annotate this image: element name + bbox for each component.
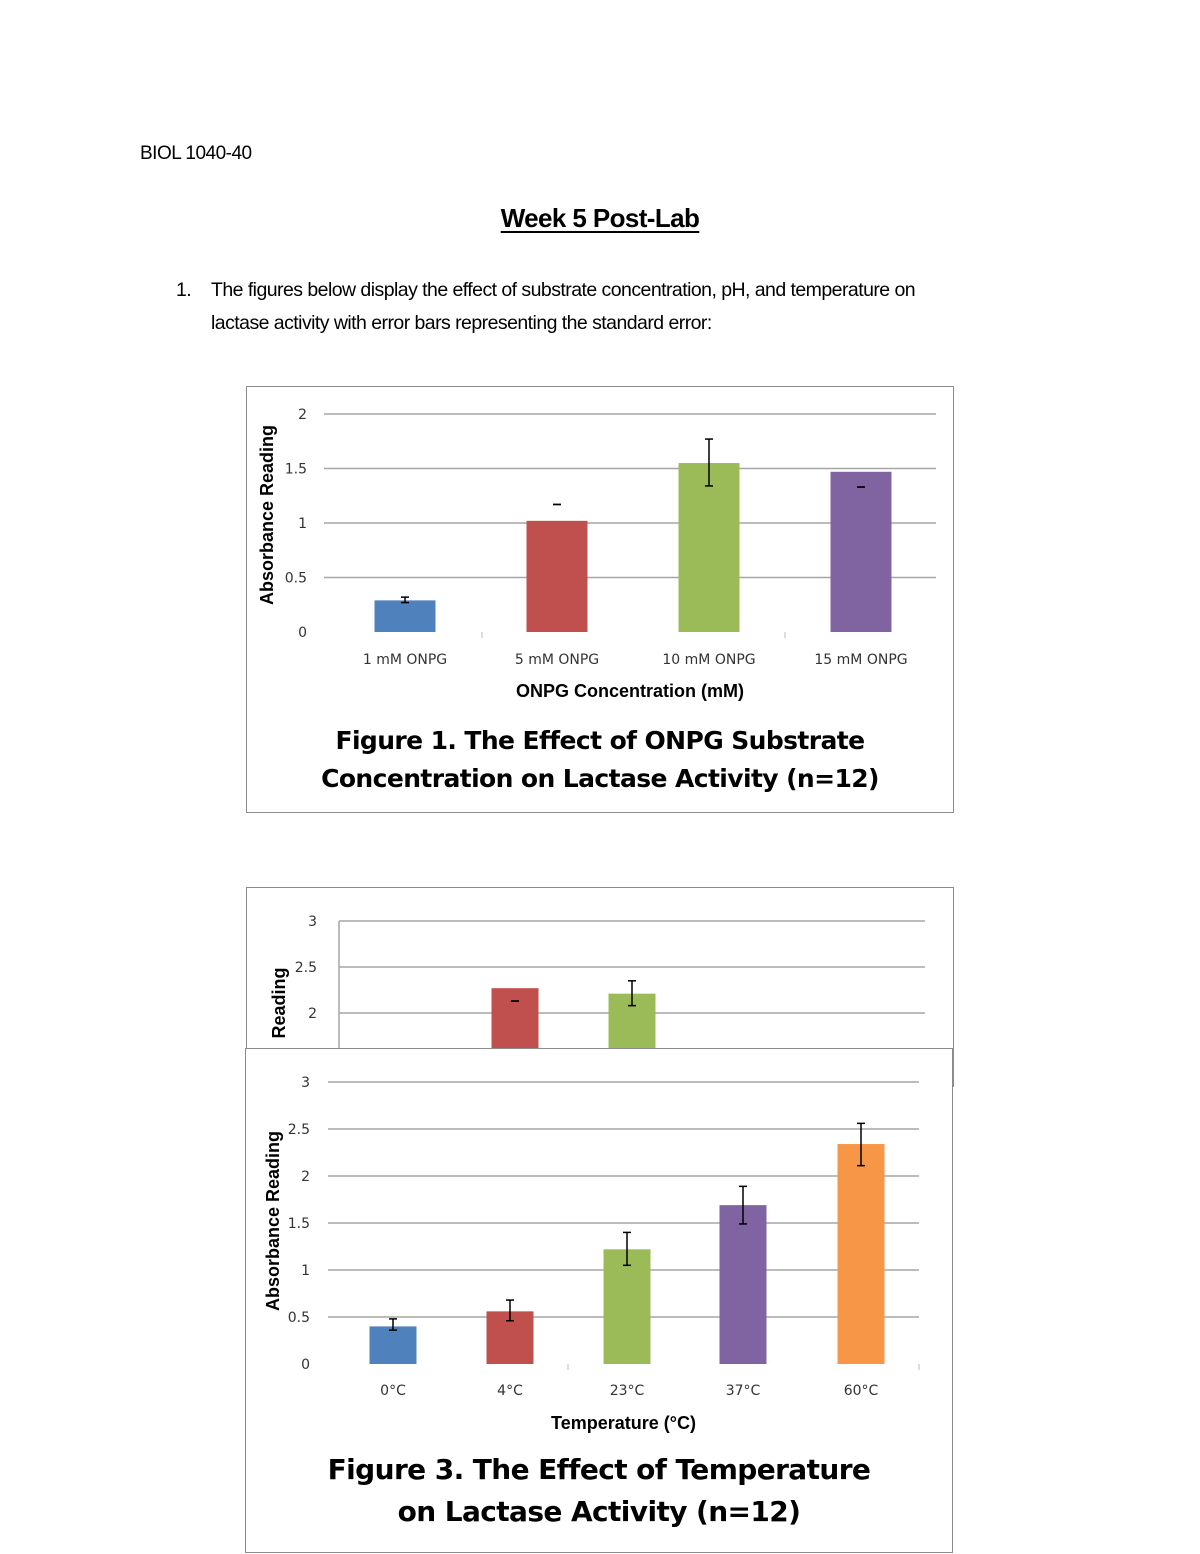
y-axis-title: Absorbance Reading	[263, 1131, 283, 1311]
y-tick-label: 2.5	[288, 1122, 310, 1138]
bar	[830, 471, 892, 632]
bar	[526, 520, 588, 632]
x-tick-label: 4°C	[497, 1383, 523, 1399]
x-axis-title: Temperature (°C)	[551, 1413, 696, 1433]
figure-3-caption-line1: Figure 3. The Effect of Temperature	[327, 1453, 871, 1486]
figure-3-caption-line2: on Lactase Activity (n=12)	[397, 1495, 801, 1528]
y-tick-label: 3	[308, 914, 317, 930]
figure-1-chart: 0 0.5 1 1.5 2 Absorbance Reading 1 mM ONPG 5 mM…	[246, 386, 954, 813]
y-tick-label: 2	[298, 407, 307, 423]
bar	[369, 1326, 417, 1364]
x-tick-label: 5 mM ONPG	[515, 652, 599, 668]
y-tick-label: 1	[298, 516, 307, 532]
y-tick-label: 2	[308, 1006, 317, 1022]
bar	[837, 1144, 885, 1364]
bar	[719, 1205, 767, 1364]
figure-1-caption-line2: Concentration on Lactase Activity (n=12)	[321, 764, 879, 793]
x-tick-label: 60°C	[844, 1383, 879, 1399]
y-tick-label: 3	[301, 1075, 310, 1091]
x-tick-label: 0°C	[380, 1383, 406, 1399]
figure-1-plot: 0 0.5 1 1.5 2 Absorbance Reading 1 mM ONPG 5 mM…	[257, 407, 936, 701]
y-tick-label: 0.5	[288, 1310, 310, 1326]
question-text-line1: The figures below display the effect of …	[211, 279, 916, 301]
x-axis-title: ONPG Concentration (mM)	[516, 681, 744, 701]
course-code: BIOL 1040-40	[140, 143, 252, 164]
x-tick-label: 15 mM ONPG	[814, 652, 907, 668]
y-axis-title: Reading	[269, 967, 289, 1038]
x-tick-label: 10 mM ONPG	[662, 652, 755, 668]
figure-1-caption-line1: Figure 1. The Effect of ONPG Substrate	[335, 726, 865, 755]
figure-3-caption: Figure 3. The Effect of Temperature on L…	[246, 1449, 952, 1533]
figure-3-plot: 0 0.5 1 1.5 2 2.5 3 Absorbance Reading 0°C 4°C 23°…	[263, 1075, 920, 1433]
y-tick-label: 1.5	[285, 462, 307, 478]
bar	[603, 1249, 651, 1364]
x-tick-label: 37°C	[726, 1383, 761, 1399]
question-text-line2: lactase activity with error bars represe…	[211, 312, 712, 334]
bar	[678, 463, 740, 632]
y-tick-label: 1	[301, 1263, 310, 1279]
y-tick-label: 2	[301, 1169, 310, 1185]
y-tick-label: 0.5	[285, 571, 307, 587]
x-tick-label: 1 mM ONPG	[363, 652, 447, 668]
x-tick-label: 23°C	[610, 1383, 645, 1399]
y-axis-title: Absorbance Reading	[257, 425, 277, 605]
figure-1-caption: Figure 1. The Effect of ONPG Substrate C…	[247, 722, 953, 798]
page-title: Week 5 Post-Lab	[0, 203, 1200, 234]
figure-3-chart: 0 0.5 1 1.5 2 2.5 3 Absorbance Reading 0°C 4°C 23°…	[245, 1048, 953, 1553]
y-tick-label: 0	[301, 1357, 310, 1373]
y-tick-label: 2.5	[295, 960, 317, 976]
y-tick-label: 0	[298, 625, 307, 641]
y-tick-label: 1.5	[288, 1216, 310, 1232]
page-title-text: Week 5 Post-Lab	[500, 203, 700, 233]
bar	[374, 600, 436, 632]
question-number: 1.	[176, 279, 192, 301]
